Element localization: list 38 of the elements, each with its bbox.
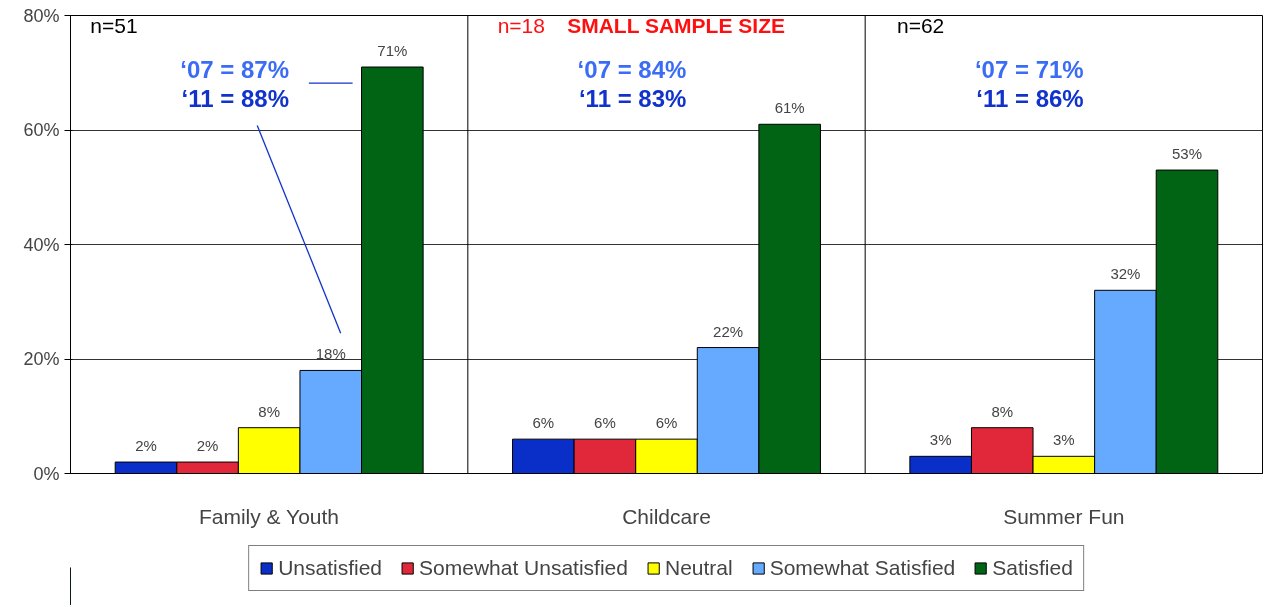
text: 53% [1172,145,1203,163]
y-tick-label: 40% [23,234,60,255]
text: 18% [315,345,346,363]
annotation: n=51 [90,13,138,37]
x-tick-label: Summer Fun [1003,504,1125,528]
legend-label: Satisfied [992,555,1073,580]
text: 22% [713,322,744,340]
annotation: SMALL SAMPLE SIZE [567,13,785,37]
y-tick-label: 80% [23,5,60,26]
text: 2% [135,437,157,455]
text: 71% [377,42,408,60]
text: 6% [594,414,616,432]
x-tick-label: Family & Youth [198,504,340,528]
y-tick-label: 20% [23,349,60,369]
text: 8% [991,402,1014,420]
annotation: ‘07 = 84% [577,56,687,84]
text: 2% [196,437,219,455]
annotation: ‘07 = 71% [974,56,1084,84]
annotation: ‘11 = 83% [578,85,687,113]
annotation: ‘11 = 88% [181,85,290,113]
annotation: n=62 [896,13,945,37]
annotation: ‘11 = 86% [976,85,1084,113]
annotation: n=18 [497,13,545,37]
text: 3% [1052,431,1075,449]
legend-label: Somewhat Satisfied [769,555,956,580]
text: 3% [929,431,952,449]
legend-label: Neutral [664,555,733,580]
text: 6% [532,414,555,432]
legend-label: Somewhat Unsatisfied [419,555,628,580]
text: 32% [1110,265,1141,283]
y-tick-label: 0% [33,463,60,484]
legend-label: Unsatisfied [278,555,383,580]
annotation: ‘07 = 87% [180,56,290,84]
text: 6% [655,414,678,432]
text: 61% [774,99,805,117]
y-tick-label: 60% [23,120,60,140]
x-tick-label: Childcare [622,504,711,528]
text: 8% [258,402,281,420]
